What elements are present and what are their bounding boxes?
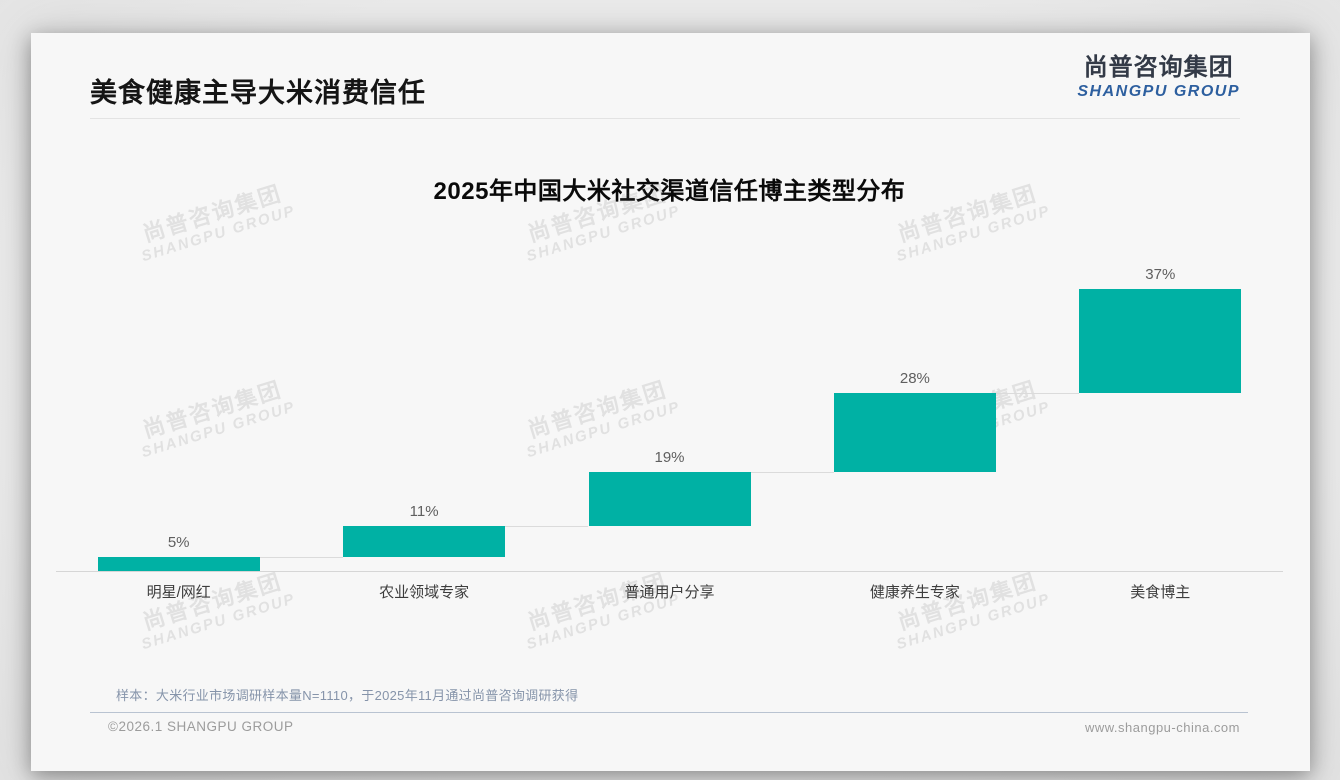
bar-value-label: 28% bbox=[899, 370, 930, 388]
x-axis-label: 美食博主 bbox=[1130, 584, 1191, 601]
bar-value-label: 11% bbox=[409, 502, 439, 520]
bar-3 bbox=[588, 472, 751, 526]
header-divider bbox=[90, 118, 1240, 119]
step-connector-line bbox=[505, 526, 589, 527]
x-axis-label: 农业领域专家 bbox=[379, 584, 470, 601]
copyright-text: ©2026.1 SHANGPU GROUP bbox=[108, 719, 294, 734]
bar-4 bbox=[833, 393, 996, 473]
x-axis-label: 健康养生专家 bbox=[869, 584, 960, 601]
step-connector-line bbox=[259, 557, 344, 558]
website-text: www.shangpu-china.com bbox=[1084, 720, 1240, 735]
step-connector-line bbox=[750, 472, 834, 473]
x-axis-label: 明星/网红 bbox=[146, 584, 211, 601]
company-logo: 尚普咨询集团 SHANGPU GROUP bbox=[1077, 54, 1240, 101]
slide-card: 美食健康主导大米消费信任 尚普咨询集团 SHANGPU GROUP 2025年中… bbox=[31, 33, 1310, 771]
footer-divider bbox=[90, 712, 1248, 713]
bar-2 bbox=[343, 525, 506, 557]
bar-value-label: 19% bbox=[654, 449, 685, 467]
sample-note: 样本：大米行业市场调研样本量N=1110，于2025年11月通过尚普咨询调研获得 bbox=[116, 688, 579, 703]
step-connector-line bbox=[995, 393, 1080, 394]
bar-5 bbox=[1079, 289, 1242, 394]
logo-chinese-text: 尚普咨询集团 bbox=[1083, 54, 1234, 81]
logo-english-text: SHANGPU GROUP bbox=[1077, 83, 1240, 101]
chart-plot-area: 5% 明星/网红 11% 农业领域专家 19% 普通用户分享 28% 健康养生专家 37% 美食博… bbox=[31, 33, 1310, 771]
x-axis-label: 普通用户分享 bbox=[624, 584, 715, 601]
x-axis-line bbox=[56, 571, 1283, 572]
bar-value-label: 37% bbox=[1145, 266, 1176, 283]
chart-title: 2025年中国大米社交渠道信任博主类型分布 bbox=[433, 178, 906, 205]
bar-value-label: 5% bbox=[167, 533, 190, 551]
bar-1 bbox=[97, 556, 260, 571]
page-title: 美食健康主导大米消费信任 bbox=[90, 78, 426, 108]
